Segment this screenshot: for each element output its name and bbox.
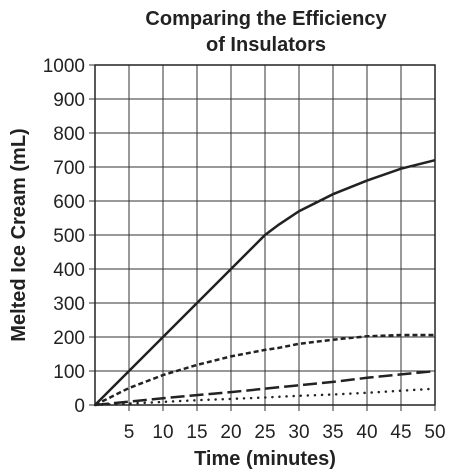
series-line-dotted — [93, 387, 437, 407]
y-tick-label: 400 — [53, 260, 85, 281]
x-tick-label: 40 — [356, 422, 377, 443]
x-tick-label: 15 — [186, 422, 207, 443]
x-tick-label: 25 — [254, 422, 275, 443]
chart-title-line-1: Comparing the Efficiency — [145, 8, 387, 30]
x-tick-label: 45 — [390, 422, 411, 443]
y-tick-label: 100 — [53, 362, 85, 383]
y-tick-label: 900 — [53, 90, 85, 111]
x-tick-label: 5 — [124, 422, 135, 443]
x-tick-label: 30 — [288, 422, 309, 443]
x-tick-label: 35 — [322, 422, 343, 443]
y-tick-label: 1000 — [43, 56, 85, 77]
x-tick-label: 50 — [424, 422, 445, 443]
y-tick-label: 300 — [53, 294, 85, 315]
y-tick-label: 600 — [53, 192, 85, 213]
chart-title-line-2: of Insulators — [206, 34, 326, 56]
series-line-longdash — [94, 369, 436, 407]
series-lines — [93, 158, 437, 407]
y-tick-label: 800 — [53, 124, 85, 145]
y-tick-label: 700 — [53, 158, 85, 179]
x-tick-label: 10 — [152, 422, 173, 443]
x-tick-label: 20 — [220, 422, 241, 443]
y-tick-label: 500 — [53, 226, 85, 247]
y-axis-ticks: 0 100 200 300 400 500 600 700 800 900 1000 — [43, 56, 95, 417]
y-tick-label: 200 — [53, 328, 85, 349]
y-tick-label: 0 — [74, 396, 85, 417]
x-axis-label: Time (minutes) — [194, 448, 336, 470]
x-axis-ticks: 5 10 15 20 25 30 35 40 45 50 — [124, 405, 446, 443]
y-axis-label: Melted Ice Cream (mL) — [8, 128, 30, 341]
series-line-solid — [94, 158, 436, 406]
series-line-dashed — [94, 333, 435, 407]
